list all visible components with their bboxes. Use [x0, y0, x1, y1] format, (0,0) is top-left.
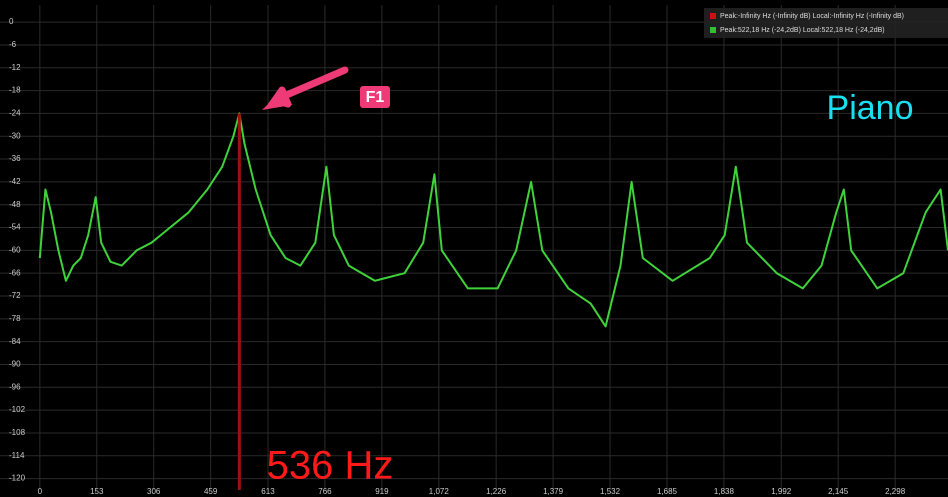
y-tick-label: -66 — [9, 268, 21, 277]
y-tick-label: -90 — [9, 360, 21, 369]
y-tick-label: -114 — [9, 451, 25, 460]
x-tick-label: 1,532 — [600, 487, 621, 496]
y-tick-label: -72 — [9, 291, 21, 300]
legend-box — [704, 8, 948, 38]
y-tick-label: -48 — [9, 200, 21, 209]
x-tick-label: 1,072 — [429, 487, 450, 496]
x-tick-label: 153 — [90, 487, 104, 496]
x-tick-label: 459 — [204, 487, 218, 496]
y-tick-label: 0 — [9, 17, 14, 26]
x-tick-label: 1,992 — [771, 487, 792, 496]
legend-swatch — [710, 27, 716, 33]
y-tick-label: -78 — [9, 314, 21, 323]
y-tick-label: -24 — [9, 109, 21, 118]
x-tick-label: 1,838 — [714, 487, 735, 496]
plot — [38, 112, 948, 490]
arrow-head — [262, 88, 292, 110]
legend-entry: Peak:522,18 Hz (-24,2dB) Local:522,18 Hz… — [720, 27, 885, 34]
y-tick-label: -60 — [9, 245, 21, 254]
y-tick-label: -54 — [9, 223, 21, 232]
x-tick-label: 613 — [261, 487, 275, 496]
x-tick-label: 2,298 — [885, 487, 906, 496]
instrument-label: Piano — [827, 89, 914, 127]
spectrum-line — [38, 112, 948, 328]
x-tick-label: 0 — [38, 487, 43, 496]
x-tick-label: 1,379 — [543, 487, 564, 496]
y-tick-label: -120 — [9, 474, 26, 483]
y-tick-label: -96 — [9, 382, 21, 391]
legend-swatch — [710, 13, 716, 19]
y-tick-label: -84 — [9, 337, 21, 346]
x-tick-label: 306 — [147, 487, 161, 496]
y-tick-label: -30 — [9, 131, 21, 140]
marker-label: 536 Hz — [267, 444, 394, 488]
f1-label: F1 — [366, 89, 385, 106]
f1-badge — [360, 86, 390, 108]
x-tick-label: 1,226 — [486, 487, 507, 496]
y-tick-label: -42 — [9, 177, 21, 186]
legend: Peak:-Infinity Hz (-Infinity dB) Local:-… — [710, 13, 904, 34]
y-tick-label: -6 — [9, 40, 17, 49]
grid: 0 -6 -12 -18 -24 -30 -36 -42 -48 -54 -60 -66 -72 -78 -… — [0, 5, 948, 496]
y-tick-label: -18 — [9, 86, 21, 95]
x-tick-label: 2,145 — [828, 487, 849, 496]
legend-entry: Peak:-Infinity Hz (-Infinity dB) Local:-… — [720, 13, 904, 20]
y-tick-label: -36 — [9, 154, 21, 163]
y-tick-label: -12 — [9, 63, 21, 72]
x-tick-label: 766 — [318, 487, 332, 496]
x-tick-label: 1,685 — [657, 487, 678, 496]
x-tick-label: 919 — [375, 487, 389, 496]
y-tick-label: -102 — [9, 405, 26, 414]
y-tick-label: -108 — [9, 428, 26, 437]
